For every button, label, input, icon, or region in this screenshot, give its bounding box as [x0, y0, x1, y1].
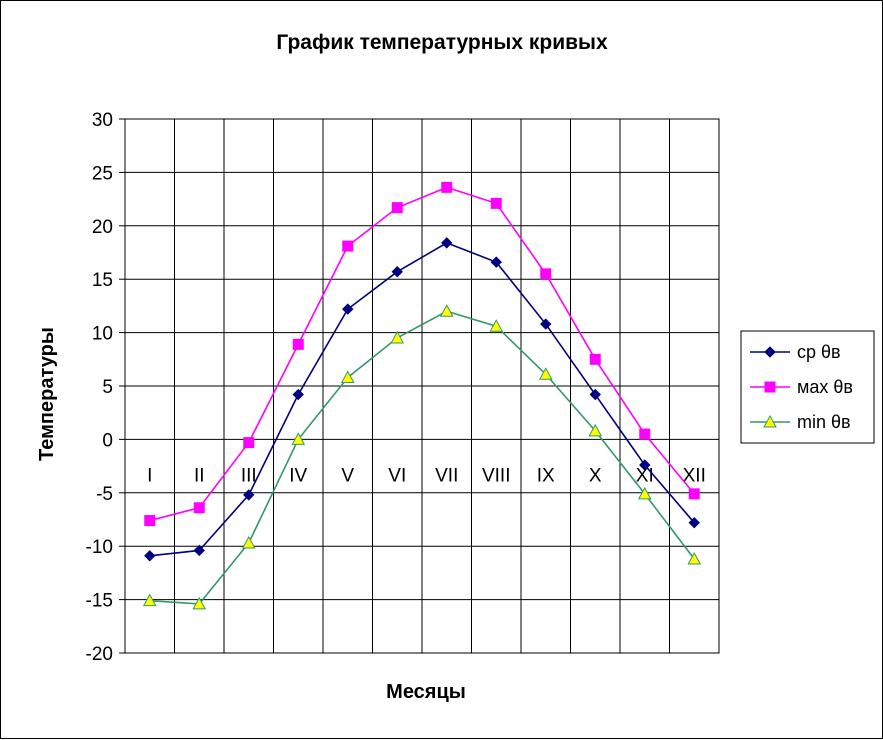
y-tick-label: -5 [96, 484, 113, 505]
legend-swatch-marker [764, 381, 776, 393]
y-tick-label: 10 [92, 324, 113, 345]
series-line [149, 186, 695, 522]
x-category-label: VII [435, 465, 458, 486]
data-point [292, 338, 304, 350]
data-point [637, 486, 652, 500]
data-point [490, 197, 502, 209]
y-tick-label: 0 [102, 430, 113, 451]
data-point [342, 303, 354, 315]
plot-area-border [124, 118, 720, 654]
y-axis-ticks: 30 25 20 15 10 5 0 -5 -10 -15 -20 [86, 110, 113, 665]
x-category-label: I [147, 465, 152, 486]
data-point [639, 428, 651, 440]
data-point [340, 370, 355, 383]
chart-title: График температурных кривых [276, 31, 608, 54]
data-point [540, 268, 552, 280]
data-point [439, 304, 454, 317]
data-point [538, 367, 553, 380]
data-point [588, 423, 603, 437]
data-point [291, 432, 306, 445]
y-tick-label: -10 [86, 537, 113, 558]
data-point [390, 330, 405, 344]
legend: ср θв мах θв min θв [740, 330, 875, 444]
data-point [687, 551, 702, 565]
x-category-labels: I II III IV V VI VII VIII IX X XI XII [147, 465, 706, 486]
legend-entries: ср θв мах θв min θв [750, 342, 853, 432]
legend-entry: ср θв [750, 342, 841, 362]
data-point [490, 256, 502, 268]
x-category-label: VI [388, 465, 406, 486]
series-1 [144, 181, 700, 527]
data-point [688, 488, 700, 500]
x-category-label: III [241, 465, 257, 486]
data-point [241, 535, 256, 549]
y-axis-title: Температуры [36, 327, 58, 461]
series-2 [142, 304, 702, 610]
y-tick-label: -15 [86, 591, 113, 612]
data-point [243, 437, 255, 449]
data-point [441, 237, 453, 249]
legend-label: мах θв [797, 377, 853, 397]
x-category-label: X [589, 465, 602, 486]
legend-label: min θв [797, 412, 851, 432]
y-tick-label: 5 [102, 377, 113, 398]
x-category-label: IX [537, 465, 555, 486]
x-category-label: XII [683, 465, 706, 486]
data-point [540, 318, 552, 330]
y-tick-label: 30 [92, 110, 113, 131]
x-category-label: VIII [482, 465, 511, 486]
x-axis-title: Месяцы [386, 681, 466, 703]
y-tick-label: 15 [92, 270, 113, 291]
legend-swatch-marker [763, 414, 777, 428]
data-point [342, 240, 354, 252]
series-line [149, 310, 695, 605]
data-point [142, 593, 157, 607]
legend-swatch-marker [764, 346, 776, 358]
grid [119, 118, 720, 654]
data-point [144, 515, 156, 527]
y-tick-label: 25 [92, 163, 113, 184]
legend-entry: мах θв [750, 377, 853, 397]
data-point [391, 266, 403, 278]
data-point [391, 202, 403, 214]
x-category-label: II [194, 465, 205, 486]
y-tick-label: 20 [92, 217, 113, 238]
data-point [639, 459, 651, 471]
y-tick-label: -20 [86, 644, 113, 665]
series-lines [142, 181, 702, 610]
legend-label: ср θв [797, 342, 841, 362]
series-0 [144, 237, 700, 562]
data-point [441, 181, 453, 193]
data-point [489, 319, 504, 332]
data-point [589, 388, 601, 401]
x-category-label: V [341, 465, 354, 486]
data-point [243, 489, 255, 501]
data-point [192, 596, 207, 610]
series-line [149, 242, 695, 557]
data-point [193, 544, 205, 557]
x-category-label: IV [289, 465, 307, 486]
data-point [589, 353, 601, 365]
data-point [144, 550, 156, 562]
data-point [292, 388, 304, 401]
legend-entry: min θв [750, 412, 851, 432]
data-point [193, 502, 205, 514]
data-point [688, 516, 700, 529]
